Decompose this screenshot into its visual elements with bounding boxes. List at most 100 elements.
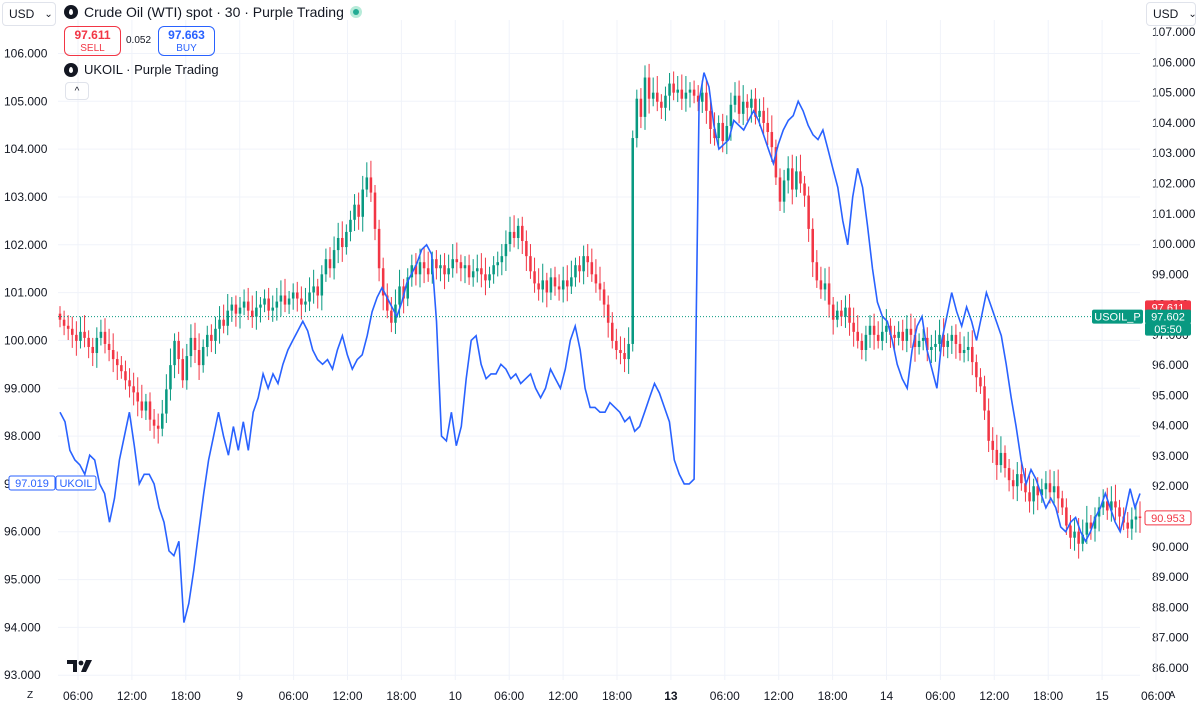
candle-body (210, 334, 213, 341)
market-open-status-icon (349, 6, 362, 18)
last-price-label: 97.602 (1145, 309, 1191, 324)
candle-body (1061, 498, 1064, 508)
compare-series-legend[interactable]: UKOIL · Purple Trading (64, 62, 219, 77)
tradingview-logo-icon[interactable] (67, 658, 95, 674)
svg-text:90.953: 90.953 (1151, 513, 1185, 525)
candle-body (173, 340, 176, 366)
candle-body (410, 265, 414, 278)
candle-body (426, 268, 430, 275)
candle-body (1073, 531, 1076, 538)
auto-scale-button[interactable]: A (1168, 690, 1176, 701)
candle-body (324, 259, 328, 275)
sell-button[interactable]: 97.611 SELL (64, 26, 121, 56)
candle-body (480, 268, 483, 275)
candle-body (766, 122, 769, 133)
candle-body (819, 280, 823, 290)
scale-mode-left-button[interactable]: Z (26, 690, 34, 701)
candle-body (995, 449, 999, 466)
candle-body (574, 265, 577, 278)
candle-body (271, 307, 274, 311)
buy-label: BUY (176, 43, 197, 54)
candle-body (1003, 452, 1007, 469)
left-axis-tick: 101.000 (4, 286, 48, 300)
candle-body (91, 346, 94, 354)
candle-body (578, 265, 581, 272)
svg-text:97.602: 97.602 (1151, 312, 1185, 324)
right-axis-tick: 96.000 (1152, 358, 1189, 372)
candle-body (447, 268, 450, 275)
candle-body (128, 380, 131, 387)
candle-body (521, 225, 524, 242)
sell-label: SELL (80, 43, 105, 54)
left-axis-tick: 96.000 (4, 525, 41, 539)
ukoil-left-value-label: 97.019 (8, 475, 56, 491)
candle-body (87, 337, 90, 347)
candle-body (611, 322, 614, 341)
candle-body (701, 92, 704, 102)
candle-body (901, 331, 904, 341)
right-axis-tick: 95.000 (1152, 388, 1189, 402)
candle-body (946, 340, 949, 347)
right-axis-tick: 106.000 (1152, 55, 1196, 69)
currency-selector-left[interactable]: USD ⌄ (2, 2, 56, 26)
candle-body (492, 265, 495, 275)
candle-body (643, 77, 647, 117)
time-axis-tick: 13 (664, 689, 678, 703)
candle-body (83, 331, 86, 338)
candle-body (549, 277, 553, 293)
time-axis-tick: 10 (449, 689, 463, 703)
right-axis-tick: 89.000 (1152, 570, 1189, 584)
candle-body (926, 337, 929, 350)
candle-body (369, 177, 373, 193)
candle-body (1077, 531, 1080, 544)
candle-body (942, 334, 945, 347)
candle-body (443, 265, 446, 275)
candle-body (827, 283, 831, 305)
candle-body (631, 138, 634, 344)
candle-body (1028, 492, 1031, 502)
candle-body (561, 280, 565, 290)
candle-body (615, 340, 618, 350)
candle-body (590, 262, 594, 275)
candle-body (705, 92, 708, 111)
candle-body (786, 168, 790, 181)
candle-body (1130, 519, 1134, 529)
candle-body (377, 228, 381, 269)
candle-body (823, 283, 827, 290)
candle-body (1081, 534, 1084, 544)
candle-body (508, 231, 512, 245)
candle-body (1007, 468, 1011, 481)
currency-selector-right[interactable]: USD ⌄ (1146, 2, 1197, 26)
candle-body (885, 325, 888, 332)
candle-body (586, 256, 589, 263)
candle-body (161, 413, 164, 429)
buy-button[interactable]: 97.663 BUY (158, 26, 215, 56)
candle-body (684, 92, 688, 99)
candle-body (345, 231, 348, 248)
candle-body (660, 101, 663, 108)
candle-body (729, 104, 733, 126)
candle-body (185, 356, 189, 381)
candle-body (341, 237, 344, 248)
candle-body (844, 307, 847, 317)
candle-body (398, 286, 401, 305)
svg-text:UKOIL: UKOIL (59, 478, 92, 490)
collapse-legend-button[interactable]: ^ (65, 82, 89, 100)
candle-body (868, 325, 872, 335)
candle-body (308, 292, 311, 302)
candle-body (1114, 501, 1117, 508)
right-axis-tick: 100.000 (1152, 237, 1196, 251)
candle-body (357, 204, 360, 217)
candle-body (999, 452, 1003, 466)
candle-body (95, 337, 99, 354)
compare-title: UKOIL · Purple Trading (84, 62, 219, 77)
candle-body (725, 125, 729, 142)
candle-body (1093, 516, 1097, 529)
time-axis-tick: 12:00 (548, 689, 578, 703)
candle-body (263, 298, 266, 305)
main-series-legend[interactable]: Crude Oil (WTI) spot · 30 · Purple Tradi… (64, 4, 362, 20)
candle-body (435, 259, 438, 269)
candle-body (107, 343, 111, 350)
candle-body (680, 89, 684, 99)
